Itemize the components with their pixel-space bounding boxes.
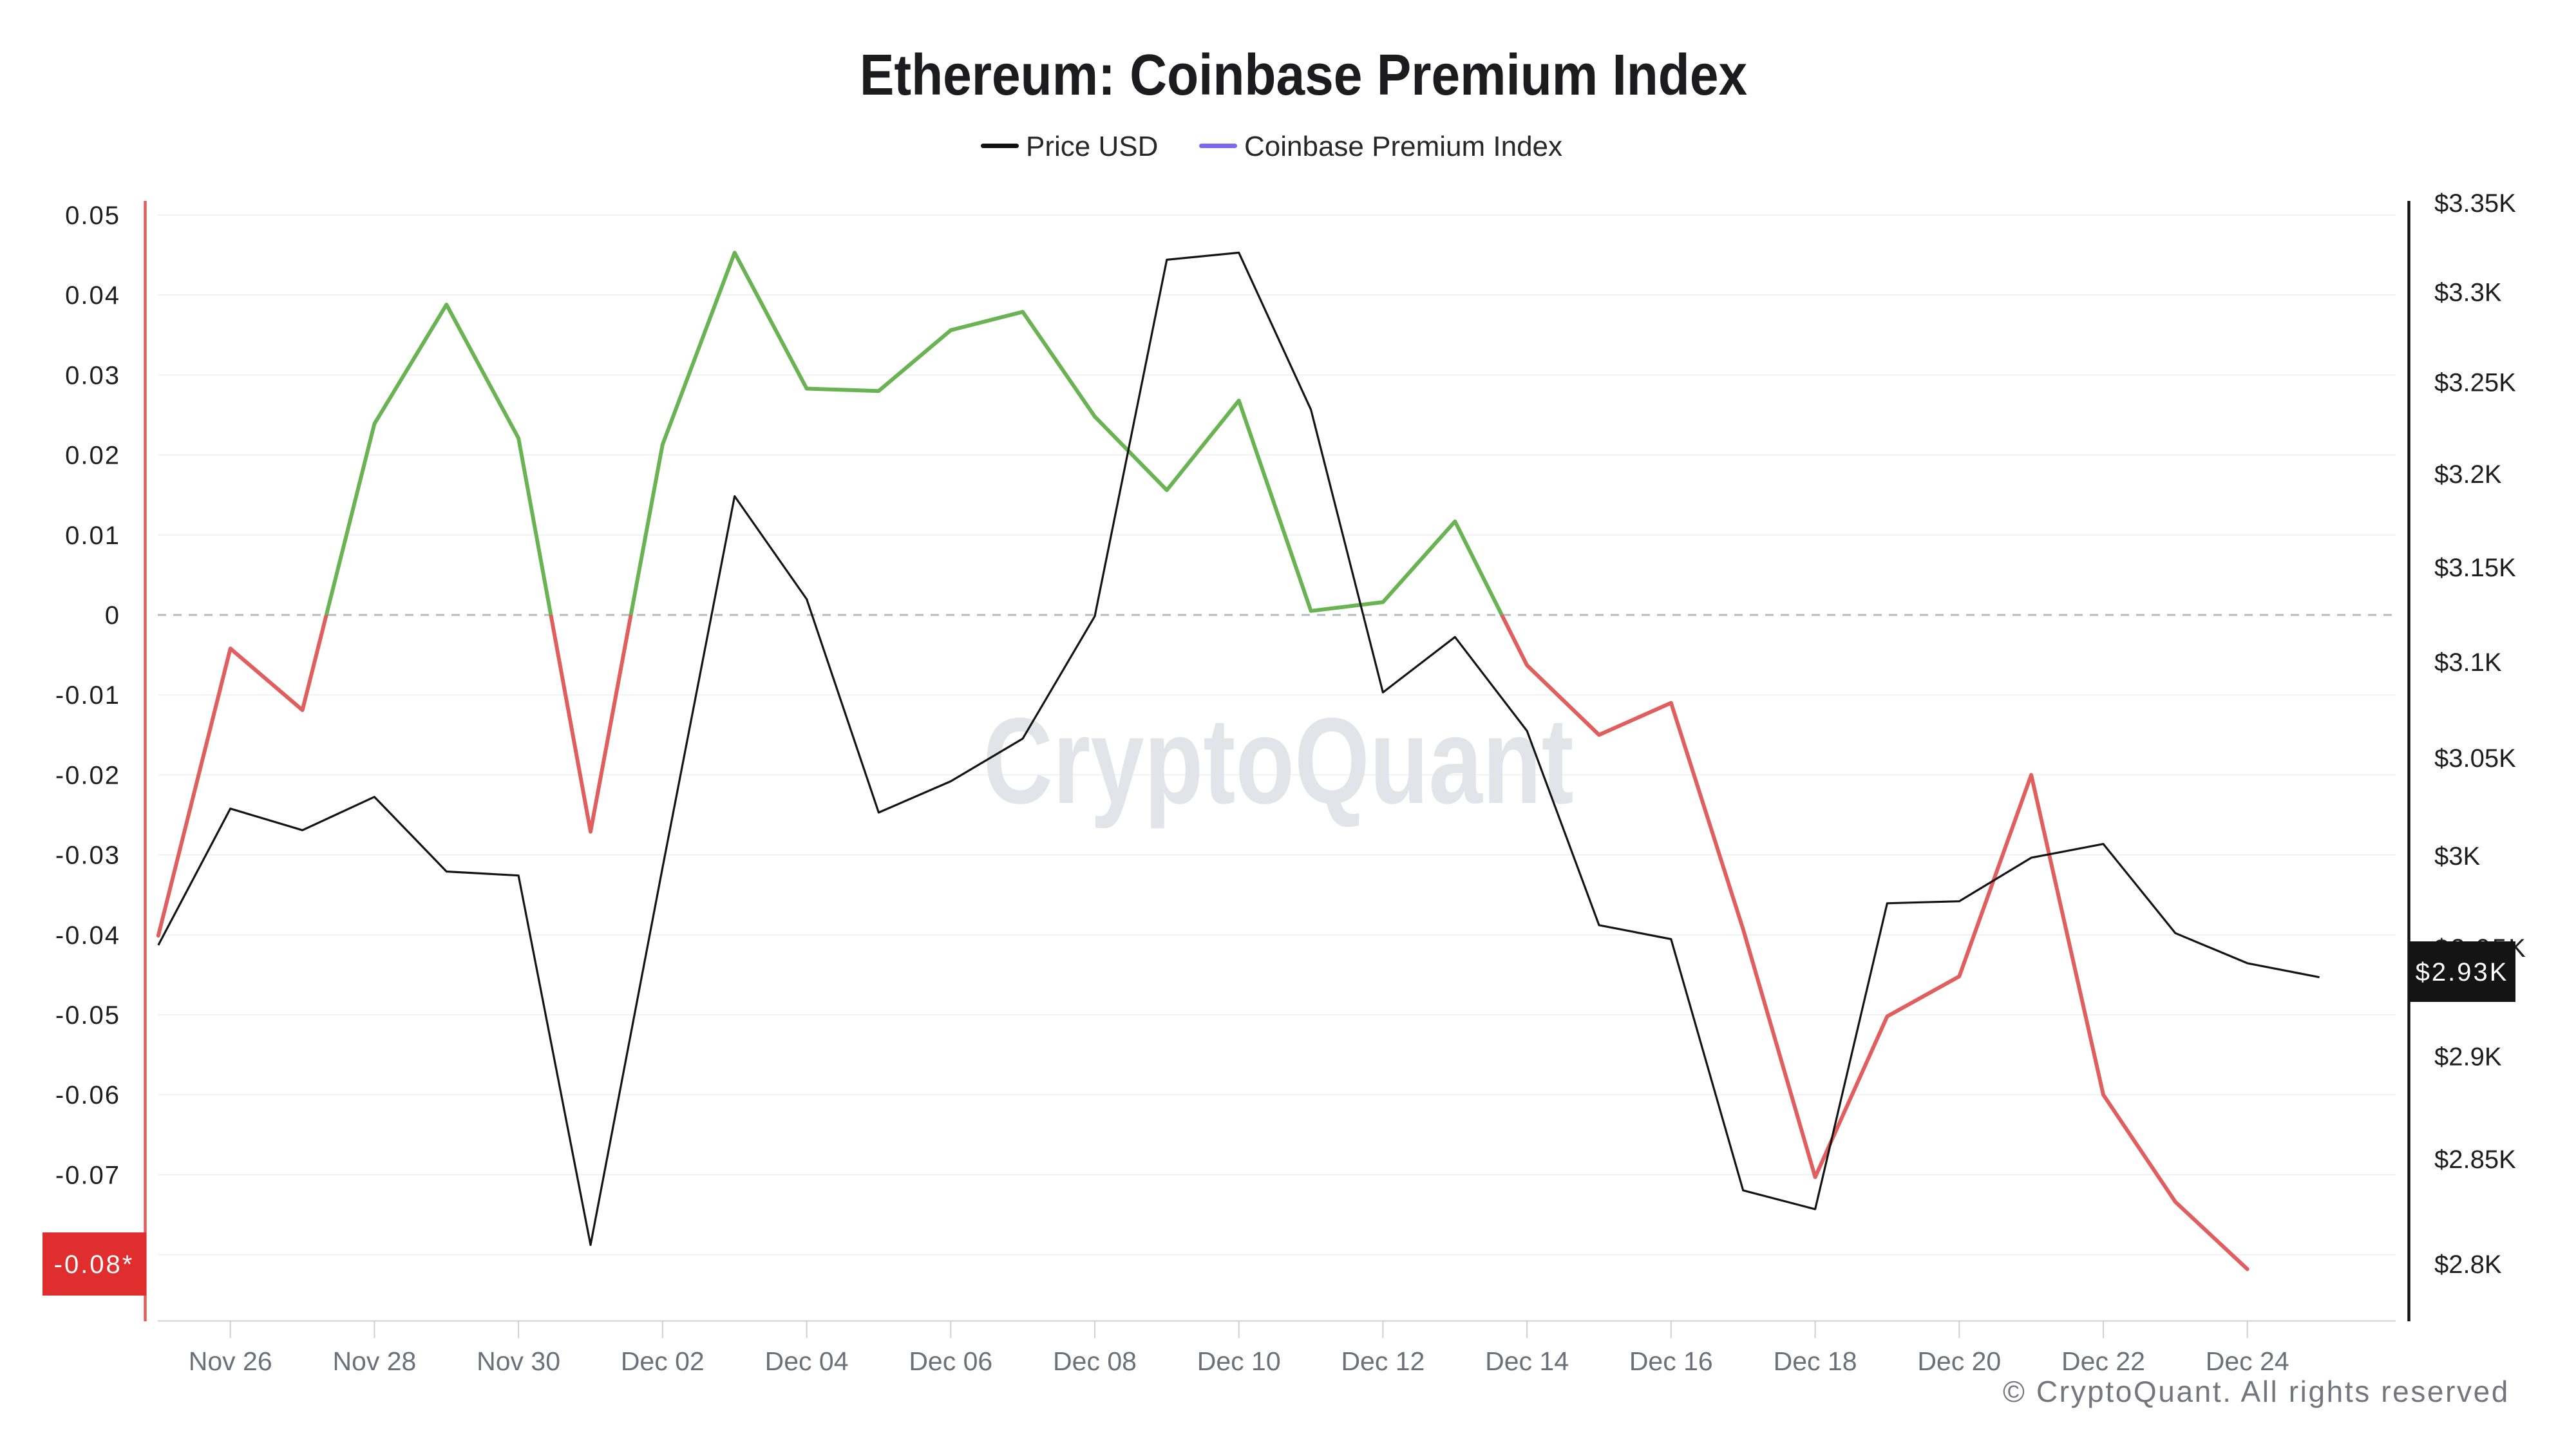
svg-text:Nov 28: Nov 28 xyxy=(332,1346,416,1376)
svg-text:$3.25K: $3.25K xyxy=(2434,369,2516,397)
svg-text:-0.02: -0.02 xyxy=(55,761,120,789)
svg-text:$3.1K: $3.1K xyxy=(2434,648,2502,677)
svg-text:0.05: 0.05 xyxy=(65,202,120,230)
svg-text:0.03: 0.03 xyxy=(65,361,120,390)
svg-text:Dec 02: Dec 02 xyxy=(621,1346,705,1376)
svg-text:-0.03: -0.03 xyxy=(55,842,120,870)
svg-text:Nov 26: Nov 26 xyxy=(189,1346,272,1376)
svg-text:$2.9K: $2.9K xyxy=(2434,1043,2502,1071)
svg-text:$3.05K: $3.05K xyxy=(2434,744,2516,773)
svg-text:$2.93K: $2.93K xyxy=(2416,958,2509,986)
svg-text:Dec 08: Dec 08 xyxy=(1053,1346,1137,1376)
svg-text:$3.35K: $3.35K xyxy=(2434,189,2516,218)
svg-text:0.02: 0.02 xyxy=(65,442,120,470)
svg-text:0.04: 0.04 xyxy=(65,281,120,310)
svg-text:© CryptoQuant. All rights rese: © CryptoQuant. All rights reserved xyxy=(2003,1375,2510,1408)
svg-text:-0.05: -0.05 xyxy=(55,1001,120,1030)
svg-text:Dec 16: Dec 16 xyxy=(1629,1346,1713,1376)
svg-text:Nov 30: Nov 30 xyxy=(477,1346,560,1376)
svg-text:$3.15K: $3.15K xyxy=(2434,554,2516,582)
svg-text:Dec 10: Dec 10 xyxy=(1197,1346,1281,1376)
svg-text:-0.01: -0.01 xyxy=(55,681,120,710)
svg-text:-0.06: -0.06 xyxy=(55,1081,120,1109)
svg-text:Dec 24: Dec 24 xyxy=(2206,1346,2289,1376)
svg-text:Dec 18: Dec 18 xyxy=(1774,1346,1857,1376)
svg-text:Dec 20: Dec 20 xyxy=(1917,1346,2001,1376)
svg-text:$3.3K: $3.3K xyxy=(2434,278,2502,306)
svg-text:Dec 12: Dec 12 xyxy=(1341,1346,1425,1376)
svg-text:Ethereum: Coinbase Premium Ind: Ethereum: Coinbase Premium Index xyxy=(860,43,1747,108)
svg-text:Price USD: Price USD xyxy=(1026,131,1158,162)
svg-text:$3K: $3K xyxy=(2434,842,2480,871)
svg-text:-0.08*: -0.08* xyxy=(54,1250,135,1279)
svg-text:-0.07: -0.07 xyxy=(55,1161,120,1189)
svg-text:Dec 14: Dec 14 xyxy=(1485,1346,1569,1376)
svg-text:Dec 04: Dec 04 xyxy=(765,1346,849,1376)
svg-text:$2.85K: $2.85K xyxy=(2434,1146,2516,1174)
svg-text:Coinbase Premium Index: Coinbase Premium Index xyxy=(1244,131,1562,162)
svg-text:Dec 22: Dec 22 xyxy=(2061,1346,2145,1376)
svg-text:$3.2K: $3.2K xyxy=(2434,460,2502,489)
svg-text:0: 0 xyxy=(105,601,120,630)
svg-text:Dec 06: Dec 06 xyxy=(909,1346,992,1376)
svg-text:$2.8K: $2.8K xyxy=(2434,1250,2502,1279)
svg-text:0.01: 0.01 xyxy=(65,522,120,550)
svg-text:CryptoQuant: CryptoQuant xyxy=(983,693,1573,829)
svg-text:-0.04: -0.04 xyxy=(55,921,120,950)
